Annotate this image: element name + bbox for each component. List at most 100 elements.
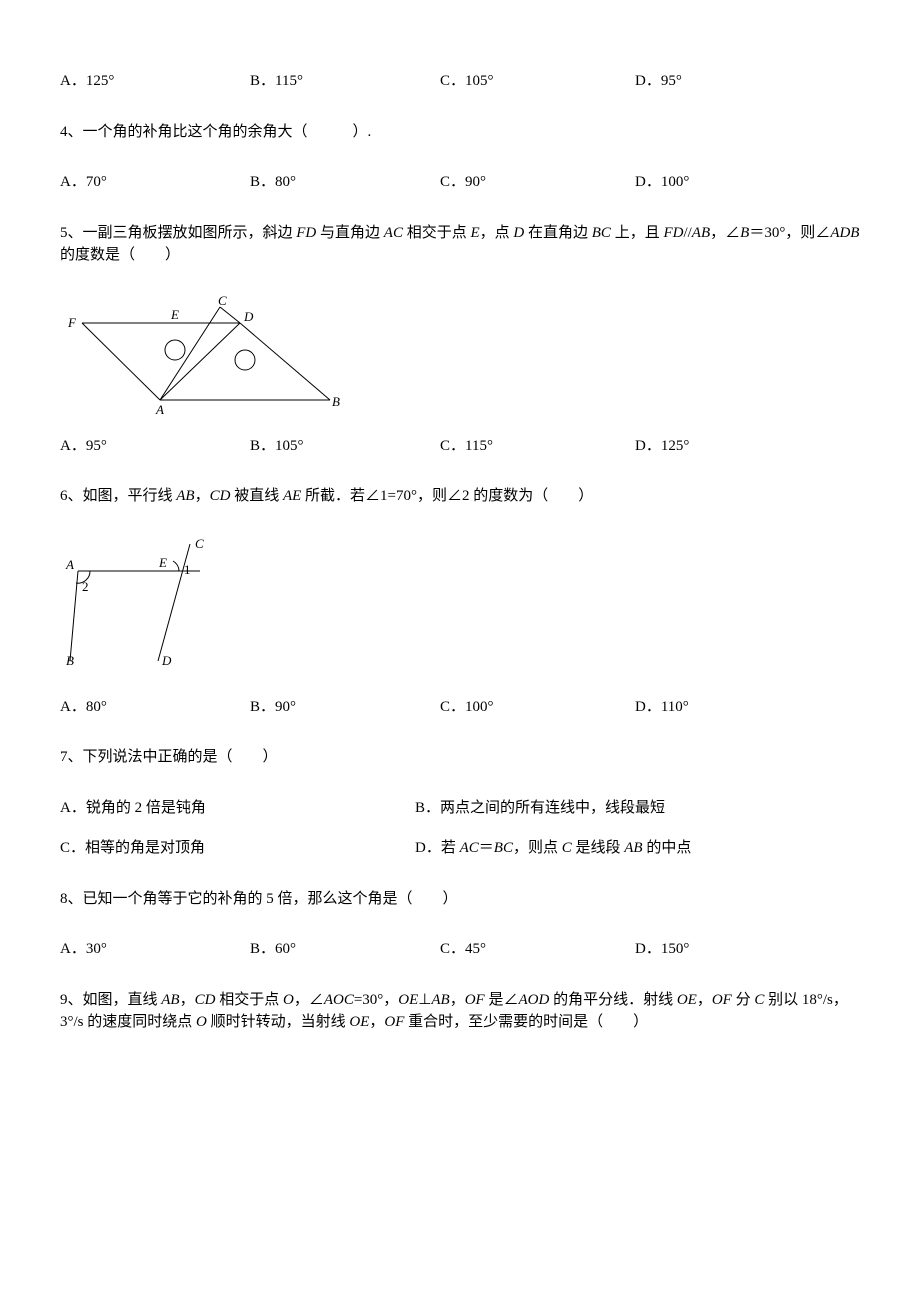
q5-t4: ，点 (480, 225, 514, 241)
q6-ab: AB (176, 488, 194, 504)
q5-t10: 的度数是（ ） (60, 247, 180, 263)
q9-t15: 重合时，至少需要的时间是（ ） (404, 1014, 648, 1030)
q8-option-a: A．30° (60, 938, 250, 961)
q6-figure: A E C B D 1 2 (60, 536, 220, 676)
q9-t14: ， (369, 1014, 384, 1030)
q9-t10: ， (697, 992, 712, 1008)
q8-options: A．30° B．60° C．45° D．150° (60, 938, 860, 961)
q5-t5: 在直角边 (524, 225, 592, 241)
q5-option-c: C．115° (440, 435, 635, 458)
q7-d-mid3: 是线段 (572, 840, 625, 856)
svg-text:F: F (67, 315, 77, 330)
q5-ab: AB (692, 225, 710, 241)
q7-option-a: A．锐角的 2 倍是钝角 (60, 797, 415, 820)
q5-t9: ＝30°，则∠ (749, 225, 830, 241)
q9-cd: CD (195, 992, 216, 1008)
q9-t9: 的角平分线．射线 (549, 992, 677, 1008)
q5-option-a: A．95° (60, 435, 250, 458)
q7-d-pre: D．若 (415, 840, 460, 856)
q6-t2: ， (195, 488, 210, 504)
q5-ac: AC (384, 225, 403, 241)
q6-t3: 被直线 (230, 488, 283, 504)
svg-text:A: A (155, 402, 164, 415)
q7-option-c: C．相等的角是对顶角 (60, 837, 415, 860)
svg-text:C: C (218, 295, 227, 308)
q3-option-b: B．115° (250, 70, 440, 93)
q9-t6: ⊥ (418, 992, 431, 1008)
q6-option-a: A．80° (60, 696, 250, 719)
q7-option-b: B．两点之间的所有连线中，线段最短 (415, 797, 860, 820)
q7-row1: A．锐角的 2 倍是钝角 B．两点之间的所有连线中，线段最短 (60, 797, 860, 820)
svg-text:B: B (332, 394, 340, 409)
q5-figure: FECDAB (60, 295, 340, 415)
svg-text:C: C (195, 536, 204, 551)
q7-row2: C．相等的角是对顶角 D．若 AC＝BC，则点 C 是线段 AB 的中点 (60, 837, 860, 860)
q6-ae: AE (283, 488, 301, 504)
svg-text:B: B (66, 653, 74, 668)
svg-text:E: E (158, 555, 167, 570)
q3-option-a: A．125° (60, 70, 250, 93)
q9-pre: 9、如图，直线 (60, 992, 161, 1008)
q3-option-d: D．95° (635, 70, 682, 93)
q9-t13: 顺时针转动，当射线 (207, 1014, 350, 1030)
q9-aod: AOD (518, 992, 549, 1008)
q5-option-b: B．105° (250, 435, 440, 458)
q4-option-a: A．70° (60, 171, 250, 194)
q7-d-bc: BC (494, 840, 513, 856)
q8-option-c: C．45° (440, 938, 635, 961)
q5-options: A．95° B．105° C．115° D．125° (60, 435, 860, 458)
q4-option-c: C．90° (440, 171, 635, 194)
q9-oe: OE (398, 992, 418, 1008)
svg-text:1: 1 (184, 562, 191, 577)
svg-text:D: D (161, 653, 172, 668)
q9-c: C (754, 992, 764, 1008)
q4-option-b: B．80° (250, 171, 440, 194)
svg-text:A: A (65, 557, 74, 572)
q5-t8: ，∠ (710, 225, 740, 241)
q4-text: 4、一个角的补角比这个角的余角大（ ）. (60, 121, 860, 144)
q5-bc: BC (592, 225, 611, 241)
q7-d-mid2: ，则点 (513, 840, 562, 856)
q3-options: A．125° B．115° C．105° D．95° (60, 70, 860, 93)
q5-t1: 5、一副三角板摆放如图所示，斜边 (60, 225, 296, 241)
q5-t3: 相交于点 (403, 225, 471, 241)
q6-cd: CD (210, 488, 231, 504)
q8-option-b: B．60° (250, 938, 440, 961)
svg-text:2: 2 (82, 579, 89, 594)
q6-option-b: B．90° (250, 696, 440, 719)
q9-t8: 是∠ (485, 992, 519, 1008)
q6-option-c: C．100° (440, 696, 635, 719)
q4-option-d: D．100° (635, 171, 689, 194)
q9-t5: =30°， (354, 992, 398, 1008)
q9-text: 9、如图，直线 AB，CD 相交于点 O，∠AOC=30°，OE⊥AB，OF 是… (60, 989, 860, 1034)
q9-oe3: OE (349, 1014, 369, 1030)
q9-ab: AB (161, 992, 179, 1008)
q9-o: O (283, 992, 294, 1008)
q9-o2: O (196, 1014, 207, 1030)
q5-adb: ADB (830, 225, 859, 241)
q5-fd: FD (296, 225, 316, 241)
svg-text:E: E (170, 307, 179, 322)
q9-of3: OF (384, 1014, 404, 1030)
q5-fdab: FD (663, 225, 683, 241)
q9-oe2: OE (677, 992, 697, 1008)
q9-of: OF (465, 992, 485, 1008)
q7-text: 7、下列说法中正确的是（ ） (60, 746, 860, 769)
q7-d-c: C (562, 840, 572, 856)
q9-t4: ，∠ (294, 992, 324, 1008)
q7-d-end: 的中点 (643, 840, 692, 856)
q5-d: D (513, 225, 524, 241)
q6-options: A．80° B．90° C．100° D．110° (60, 696, 860, 719)
q5-text: 5、一副三角板摆放如图所示，斜边 FD 与直角边 AC 相交于点 E，点 D 在… (60, 222, 860, 267)
q9-t11: 分 (732, 992, 755, 1008)
q5-t7: // (683, 225, 691, 241)
q6-t1: 6、如图，平行线 (60, 488, 176, 504)
q7-option-d: D．若 AC＝BC，则点 C 是线段 AB 的中点 (415, 837, 860, 860)
q8-option-d: D．150° (635, 938, 689, 961)
q9-of2: OF (712, 992, 732, 1008)
q3-option-c: C．105° (440, 70, 635, 93)
q5-t6: 上，且 (611, 225, 664, 241)
q7-d-ac: AC (460, 840, 479, 856)
q5-t2: 与直角边 (316, 225, 384, 241)
q6-option-d: D．110° (635, 696, 689, 719)
